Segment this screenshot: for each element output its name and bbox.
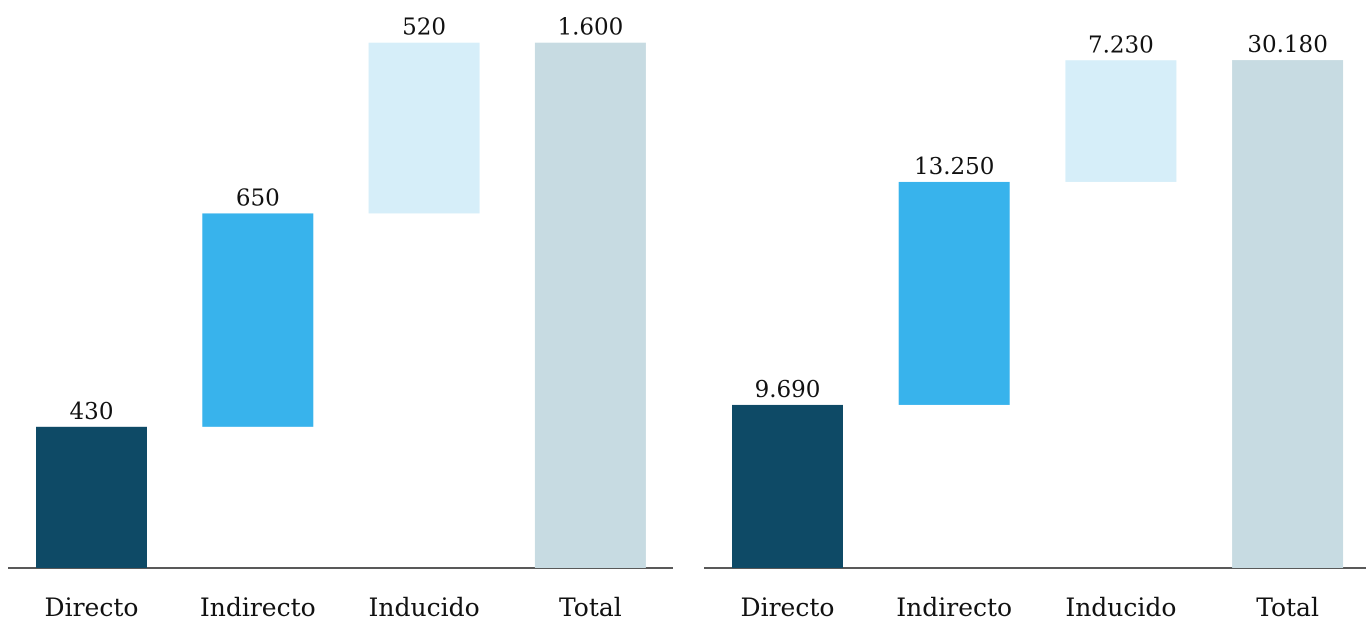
value-label: 650 [236,185,280,211]
x-tick-label: Directo [741,593,835,620]
x-tick-label: Indirecto [896,593,1012,620]
bar [1065,60,1177,182]
bar [1232,60,1344,568]
x-tick-label: Indirecto [200,593,316,620]
bar [898,181,1010,405]
bar [202,213,314,427]
x-tick-label: Inducido [1065,593,1176,620]
value-label: 7.230 [1088,32,1154,58]
x-tick-label: Total [1256,593,1319,620]
bar [368,42,480,214]
value-label: 1.600 [557,15,623,41]
bar [36,426,147,568]
x-tick-label: Total [559,593,622,620]
value-label: 30.180 [1247,32,1327,58]
value-label: 520 [402,15,446,41]
x-tick-label: Inducido [369,593,480,620]
value-label: 13.250 [914,154,994,180]
bar [534,42,646,569]
x-tick-label: Directo [45,593,139,620]
value-label: 430 [70,399,114,425]
value-label: 9.690 [755,377,821,403]
bar [732,404,843,568]
